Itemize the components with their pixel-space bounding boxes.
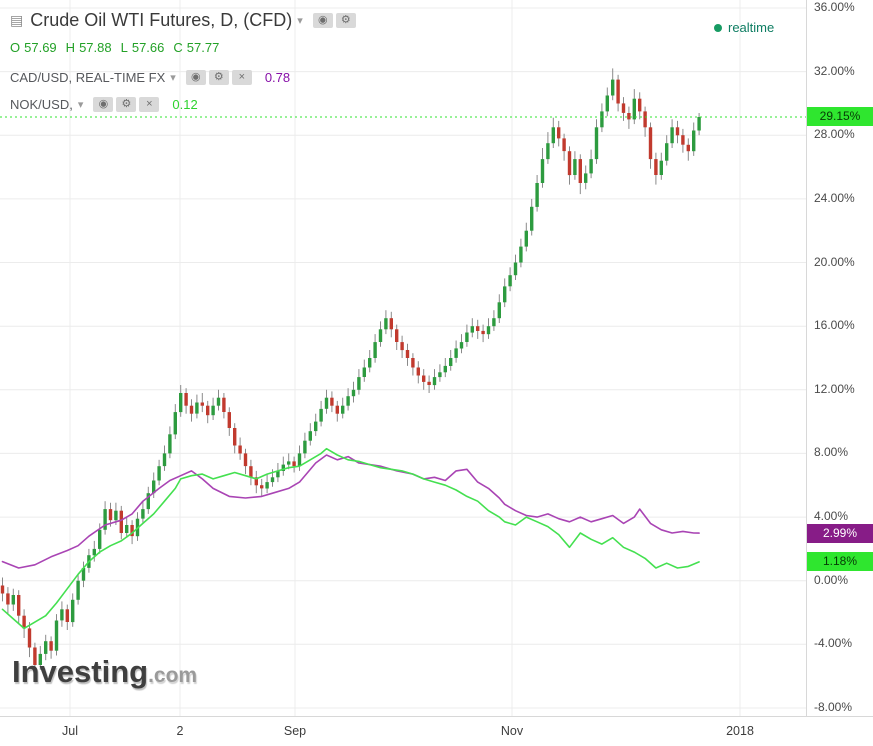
low-value: 57.66 bbox=[131, 40, 165, 55]
gear-icon[interactable]: ⚙ bbox=[208, 69, 229, 85]
main-series-row: ▤ Crude Oil WTI Futures, D, (CFD) ▾ ◉ ⚙ bbox=[10, 10, 356, 31]
price-badge: 2.99% bbox=[807, 523, 873, 543]
price-axis-label: 36.00% bbox=[814, 0, 855, 14]
time-axis-label: Sep bbox=[283, 724, 307, 738]
price-axis-label: 20.00% bbox=[814, 254, 855, 269]
price-axis-label: 28.00% bbox=[814, 127, 855, 142]
eye-icon[interactable]: ◉ bbox=[185, 69, 206, 85]
realtime-dot-icon bbox=[714, 23, 722, 32]
time-axis[interactable]: Jul 2 Sep Nov 2018 bbox=[0, 716, 873, 746]
chevron-down-icon[interactable]: ▾ bbox=[297, 15, 303, 27]
high-value: 57.88 bbox=[79, 40, 112, 55]
price-axis[interactable]: 36.00% 32.00% 28.00% 24.00% 20.00% 16.00% 12.0… bbox=[806, 0, 873, 716]
price-badge: 29.15% bbox=[807, 107, 873, 127]
time-axis-label: 2018 bbox=[726, 724, 754, 738]
price-axis-label: 4.00% bbox=[814, 509, 849, 524]
time-axis-label: Nov bbox=[500, 724, 524, 738]
gear-icon[interactable]: ⚙ bbox=[335, 13, 356, 28]
open-label: O bbox=[10, 40, 21, 55]
investing-logo-tld: .com bbox=[148, 664, 198, 687]
close-icon[interactable]: × bbox=[231, 69, 252, 85]
eye-icon[interactable]: ◉ bbox=[312, 13, 333, 28]
overlay-cadusd-label[interactable]: CAD/USD, REAL-TIME FX bbox=[10, 69, 166, 85]
price-axis-label: 32.00% bbox=[814, 63, 855, 78]
open-value: 57.69 bbox=[24, 40, 57, 55]
high-label: H bbox=[65, 40, 76, 55]
price-badge: 1.18% bbox=[807, 552, 873, 572]
chart-legend: ▤ Crude Oil WTI Futures, D, (CFD) ▾ ◉ ⚙ … bbox=[10, 10, 356, 122]
close-value: 57.77 bbox=[186, 40, 220, 55]
price-axis-label: 16.00% bbox=[814, 318, 855, 333]
investing-logo-brand: Investing bbox=[12, 654, 149, 689]
close-icon[interactable]: × bbox=[139, 96, 160, 112]
low-label: L bbox=[120, 40, 128, 55]
overlay-nokusd-label[interactable]: NOK/USD, bbox=[10, 96, 73, 112]
realtime-label: realtime bbox=[728, 20, 775, 35]
time-axis-label: Jul bbox=[62, 724, 78, 738]
gear-icon[interactable]: ⚙ bbox=[116, 96, 137, 112]
chevron-down-icon[interactable]: ▾ bbox=[170, 71, 176, 84]
investing-logo: Investing.com bbox=[12, 654, 197, 690]
price-axis-label: -8.00% bbox=[814, 699, 853, 714]
price-axis-label: 12.00% bbox=[814, 381, 855, 396]
price-axis-label: -4.00% bbox=[814, 636, 853, 651]
realtime-indicator: realtime bbox=[714, 20, 774, 35]
symbol-title[interactable]: Crude Oil WTI Futures, D, (CFD) bbox=[30, 10, 293, 30]
overlay-row-nokusd: NOK/USD, ▾ ◉ ⚙ × 0.12 bbox=[10, 95, 356, 113]
legend-collapse-icon[interactable]: ▤ bbox=[10, 12, 24, 28]
eye-icon[interactable]: ◉ bbox=[93, 96, 114, 112]
ohlc-readout: O 57.69 H 57.88 L 57.66 C 57.77 bbox=[10, 40, 356, 55]
price-axis-label: 8.00% bbox=[814, 445, 849, 460]
overlay-row-cadusd: CAD/USD, REAL-TIME FX ▾ ◉ ⚙ × 0.78 bbox=[10, 68, 356, 86]
price-axis-label: 0.00% bbox=[814, 572, 849, 587]
time-axis-label: 2 bbox=[176, 724, 184, 738]
overlay-nokusd-value: 0.12 bbox=[172, 96, 198, 112]
overlay-cadusd-value: 0.78 bbox=[264, 69, 291, 85]
chevron-down-icon[interactable]: ▾ bbox=[77, 98, 84, 111]
price-chart-canvas[interactable] bbox=[0, 0, 806, 716]
close-label: C bbox=[173, 40, 183, 55]
price-axis-label: 24.00% bbox=[814, 190, 855, 205]
